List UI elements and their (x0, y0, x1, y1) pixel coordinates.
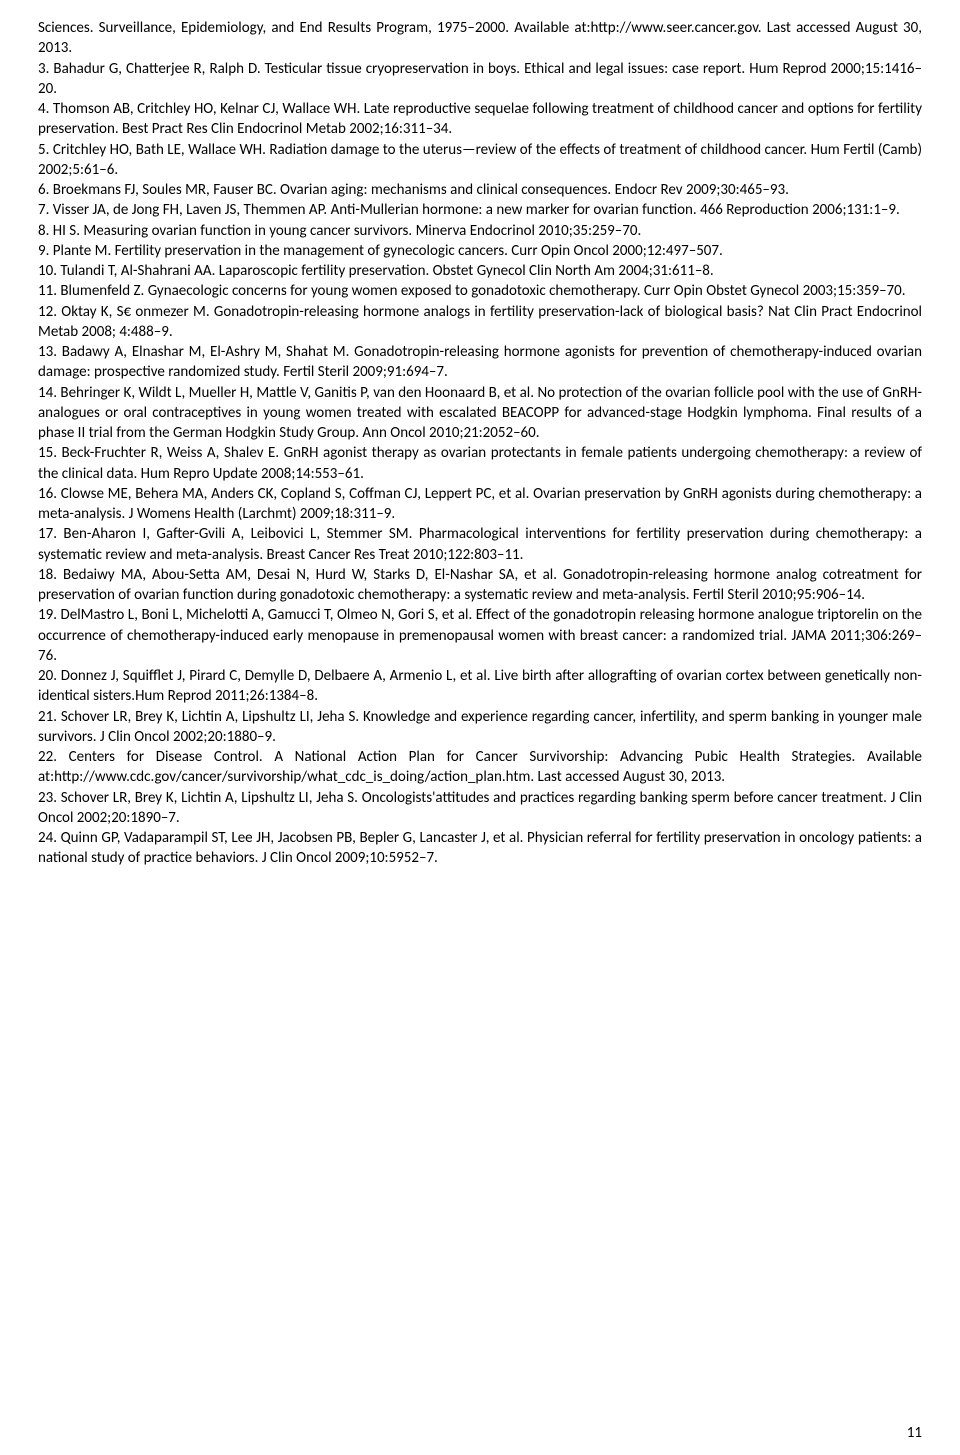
reference-item: Sciences. Surveillance, Epidemiology, an… (38, 18, 922, 59)
reference-item: 17. Ben-Aharon I, Gafter-Gvili A, Leibov… (38, 524, 922, 565)
reference-item: 14. Behringer K, Wildt L, Mueller H, Mat… (38, 383, 922, 444)
reference-item: 6. Broekmans FJ, Soules MR, Fauser BC. O… (38, 180, 922, 200)
reference-item: 22. Centers for Disease Control. A Natio… (38, 747, 922, 788)
reference-item: 13. Badawy A, Elnashar M, El-Ashry M, Sh… (38, 342, 922, 383)
page-number: 11 (907, 1423, 922, 1443)
reference-item: 12. Oktay K, S€ onmezer M. Gonadotropin-… (38, 302, 922, 343)
reference-item: 3. Bahadur G, Chatterjee R, Ralph D. Tes… (38, 59, 922, 100)
reference-item: 10. Tulandi T, Al-Shahrani AA. Laparosco… (38, 261, 922, 281)
reference-item: 7. Visser JA, de Jong FH, Laven JS, Them… (38, 200, 922, 220)
reference-item: 24. Quinn GP, Vadaparampil ST, Lee JH, J… (38, 828, 922, 869)
references-list: Sciences. Surveillance, Epidemiology, an… (38, 18, 922, 869)
reference-item: 11. Blumenfeld Z. Gynaecologic concerns … (38, 281, 922, 301)
reference-item: 21. Schover LR, Brey K, Lichtin A, Lipsh… (38, 707, 922, 748)
reference-item: 18. Bedaiwy MA, Abou-Setta AM, Desai N, … (38, 565, 922, 606)
reference-item: 5. Critchley HO, Bath LE, Wallace WH. Ra… (38, 140, 922, 181)
reference-item: 23. Schover LR, Brey K, Lichtin A, Lipsh… (38, 788, 922, 829)
reference-item: 9. Plante M. Fertility preservation in t… (38, 241, 922, 261)
reference-item: 4. Thomson AB, Critchley HO, Kelnar CJ, … (38, 99, 922, 140)
reference-item: 8. HI S. Measuring ovarian function in y… (38, 221, 922, 241)
reference-item: 20. Donnez J, Squifflet J, Pirard C, Dem… (38, 666, 922, 707)
reference-item: 15. Beck-Fruchter R, Weiss A, Shalev E. … (38, 443, 922, 484)
reference-item: 16. Clowse ME, Behera MA, Anders CK, Cop… (38, 484, 922, 525)
reference-item: 19. DelMastro L, Boni L, Michelotti A, G… (38, 605, 922, 666)
